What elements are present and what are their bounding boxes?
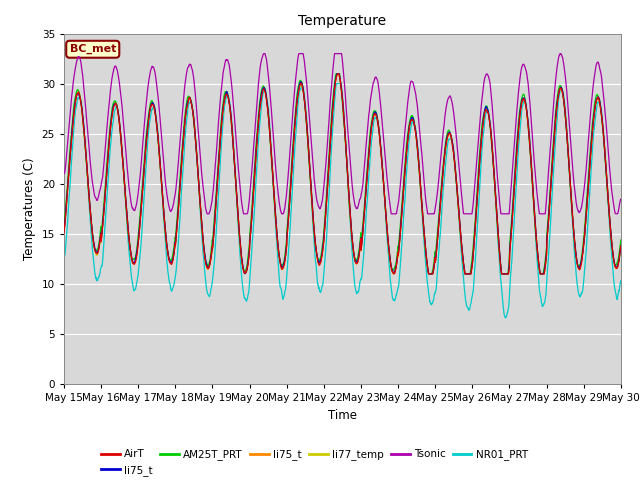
- X-axis label: Time: Time: [328, 408, 357, 421]
- Legend: AirT, li75_t, AM25T_PRT, li75_t, li77_temp, Tsonic, NR01_PRT: AirT, li75_t, AM25T_PRT, li75_t, li77_te…: [97, 445, 532, 480]
- Title: Temperature: Temperature: [298, 14, 387, 28]
- Y-axis label: Temperatures (C): Temperatures (C): [23, 157, 36, 260]
- Text: BC_met: BC_met: [70, 44, 116, 54]
